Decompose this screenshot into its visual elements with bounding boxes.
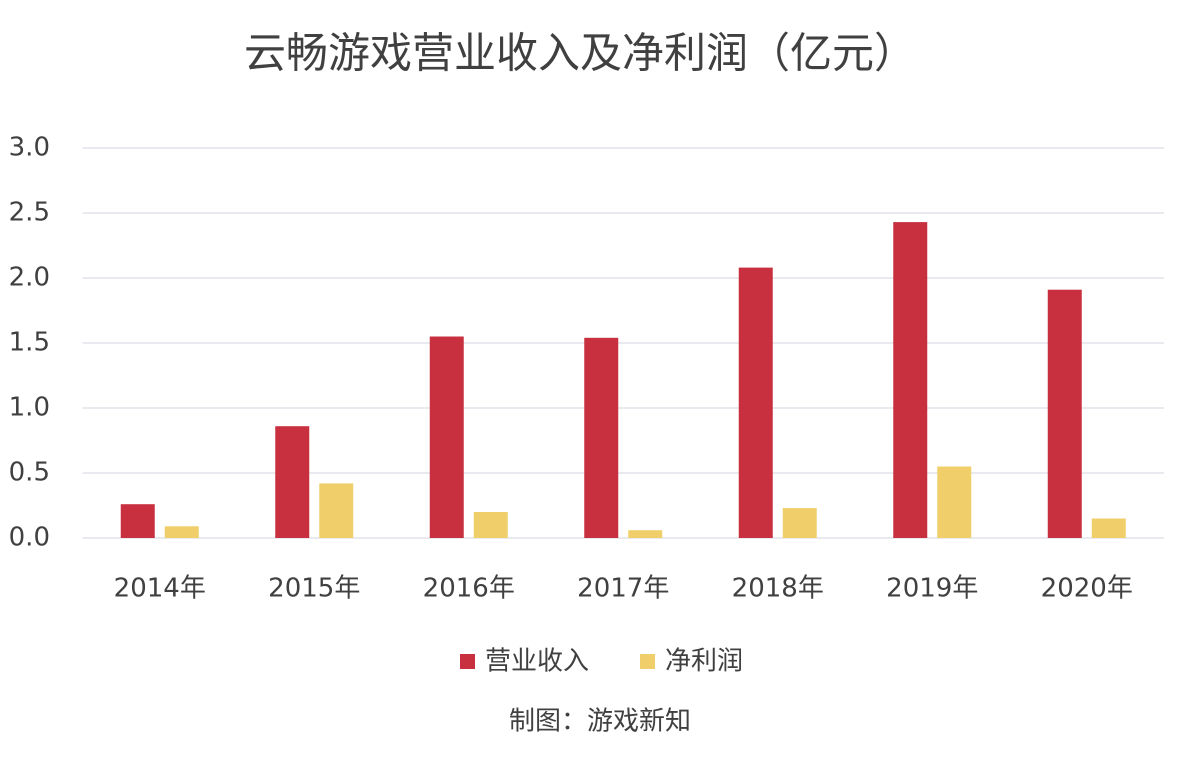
x-tick-label: 2014年 xyxy=(114,574,206,604)
y-tick-label: 2.5 xyxy=(9,198,50,228)
y-tick-label: 3.0 xyxy=(9,133,50,163)
legend-swatch xyxy=(640,654,655,669)
bar xyxy=(937,466,972,538)
x-tick-label: 2020年 xyxy=(1041,574,1133,604)
bar xyxy=(120,504,155,538)
chart-title: 云畅游戏营业收入及净利润（亿元） xyxy=(244,29,916,78)
x-tick-label: 2016年 xyxy=(423,574,515,604)
bar xyxy=(473,512,508,538)
bar xyxy=(275,426,310,538)
y-tick-label: 1.0 xyxy=(9,393,50,423)
bar xyxy=(782,508,817,538)
legend-swatch xyxy=(460,654,475,669)
bar xyxy=(1091,518,1126,538)
x-tick-label: 2017年 xyxy=(577,574,669,604)
bar xyxy=(628,530,663,538)
y-tick-label: 0.0 xyxy=(9,523,50,553)
x-tick-label: 2018年 xyxy=(732,574,824,604)
legend-label: 营业收入 xyxy=(485,647,589,677)
legend-label: 净利润 xyxy=(665,647,743,677)
bar xyxy=(429,336,464,538)
source-note: 制图：游戏新知 xyxy=(509,707,691,737)
x-tick-label: 2019年 xyxy=(886,574,978,604)
x-tick-label: 2015年 xyxy=(268,574,360,604)
bar xyxy=(893,222,928,538)
y-tick-label: 0.5 xyxy=(9,458,50,488)
bar xyxy=(584,337,619,538)
y-tick-label: 1.5 xyxy=(9,328,50,358)
bar xyxy=(164,526,199,538)
bar xyxy=(738,267,773,538)
y-tick-label: 2.0 xyxy=(9,263,50,293)
bar xyxy=(319,483,354,538)
bar xyxy=(1047,289,1082,538)
